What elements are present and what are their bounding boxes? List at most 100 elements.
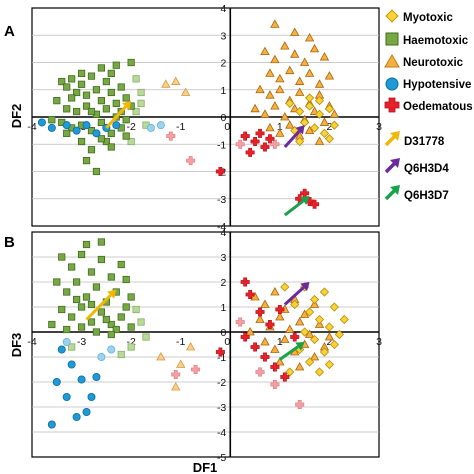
haemotoxic-light-point: [137, 99, 145, 107]
neurotoxic-point: [304, 125, 315, 135]
neurotoxic-point: [290, 27, 300, 36]
legend-diamond-icon: [385, 9, 399, 23]
hypotensive-point: [37, 118, 46, 127]
neurotoxic-point: [255, 84, 265, 94]
arrow-d31778: [85, 294, 112, 321]
neurotoxic-point: [260, 299, 270, 308]
neurotoxic-point: [304, 329, 315, 338]
myotoxic-point: [314, 109, 325, 119]
haemotoxic-light-point: [127, 343, 135, 351]
hypotensive-point: [112, 121, 121, 130]
hypotensive-point: [57, 345, 66, 354]
neurotoxic-point: [265, 68, 275, 77]
arrow-d31778: [105, 105, 127, 129]
arrowhead-d31778: [107, 289, 117, 299]
legend-item-oedematous: Oedematous: [384, 97, 473, 113]
x-tick-label: 3: [376, 336, 382, 348]
oedematous-light-point: [295, 400, 305, 409]
panel-b-x-axis-label: DF1: [193, 460, 218, 474]
haemotoxic-point: [112, 99, 120, 107]
hypotensive-point: [62, 121, 71, 130]
neurotoxic-point: [314, 136, 325, 145]
haemotoxic-point: [107, 273, 115, 281]
y-tick-label: 3: [220, 30, 226, 42]
y-tick-label: 0: [220, 327, 226, 339]
neurotoxic-point: [260, 336, 270, 346]
y-tick-label: -2: [217, 377, 226, 389]
myotoxic-point: [300, 327, 310, 337]
arrowhead-d31778: [122, 100, 132, 110]
haemotoxic-point: [63, 288, 71, 296]
haemotoxic-point: [82, 293, 91, 301]
neurotoxic-point: [255, 314, 265, 323]
haemotoxic-point: [97, 64, 105, 72]
haemotoxic-point: [122, 303, 130, 311]
myotoxic-point: [324, 104, 334, 114]
oedematous-point: [245, 147, 255, 157]
hypotensive-point: [92, 129, 101, 138]
myotoxic-point: [329, 339, 339, 350]
legend-label-d31778: D31778: [404, 136, 445, 148]
arrow-q6h3d4: [283, 286, 305, 306]
x-tick-label: -3: [77, 336, 86, 348]
arrowhead-icon-q6h3d4: [390, 158, 400, 168]
neurotoxic-point: [304, 32, 315, 42]
arrow-q6h3d7: [278, 345, 299, 361]
haemotoxic-point: [82, 102, 91, 110]
oedematous-light-point: [255, 367, 265, 377]
haemotoxic-point: [117, 313, 125, 321]
haemotoxic-point: [63, 129, 71, 137]
legend-label-neurotoxic: Neurotoxic: [403, 57, 464, 69]
neurotoxic-light-point: [171, 76, 181, 85]
haemotoxic-point: [68, 263, 76, 271]
neurotoxic-point: [275, 84, 285, 94]
legend-label-q6h3d7: Q6H3D7: [404, 190, 449, 202]
x-tick-label: -1: [176, 336, 185, 348]
arrowhead-q6h3d4: [300, 282, 310, 292]
oedematous-point: [255, 307, 265, 317]
neurotoxic-point: [309, 351, 320, 361]
x-tick-label: -1: [176, 121, 185, 133]
oedematous-point: [275, 305, 285, 314]
neurotoxic-point: [295, 316, 305, 326]
myotoxic-point: [305, 101, 315, 111]
neurotoxic-point: [275, 128, 285, 137]
haemotoxic-point: [97, 97, 105, 105]
y-tick-label: 0: [220, 112, 226, 124]
hypotensive-point: [82, 407, 91, 416]
haemotoxic-point: [122, 275, 130, 284]
oedematous-point: [245, 290, 255, 299]
myotoxic-point: [309, 123, 320, 133]
hypotensive-point: [87, 392, 96, 401]
haemotoxic-point: [87, 146, 96, 154]
legend-arrow-d31778: D31778: [384, 131, 445, 148]
oedematous-light-point: [166, 131, 176, 141]
y-tick-label: 3: [220, 252, 226, 264]
y-tick-label: 2: [220, 277, 226, 289]
legend-item-myotoxic: Myotoxic: [385, 9, 453, 24]
neurotoxic-point: [270, 101, 280, 110]
myotoxic-point: [334, 329, 344, 340]
haemotoxic-point: [122, 132, 130, 140]
haemotoxic-point: [112, 325, 120, 334]
legend-arrow-q6h3d7: Q6H3D7: [384, 185, 449, 202]
myotoxic-point: [285, 98, 295, 108]
haemotoxic-point: [97, 118, 105, 127]
haemotoxic-light-point: [137, 318, 145, 326]
oedematous-point: [265, 134, 275, 144]
oedematous-point: [270, 362, 280, 372]
arrow-q6h3d4: [283, 130, 301, 148]
hypotensive-point: [67, 360, 76, 369]
oedematous-light-point: [171, 370, 181, 379]
hypotensive-point: [72, 412, 81, 421]
arrowhead-q6h3d4: [295, 125, 305, 135]
haemotoxic-point: [58, 253, 66, 261]
neurotoxic-point: [280, 111, 290, 121]
oedematous-light-point: [270, 380, 280, 389]
haemotoxic-point: [63, 325, 71, 334]
haemotoxic-point: [102, 315, 110, 324]
haemotoxic-point: [48, 116, 56, 124]
myotoxic-point: [319, 128, 330, 138]
panel-b-label: B: [4, 234, 15, 251]
